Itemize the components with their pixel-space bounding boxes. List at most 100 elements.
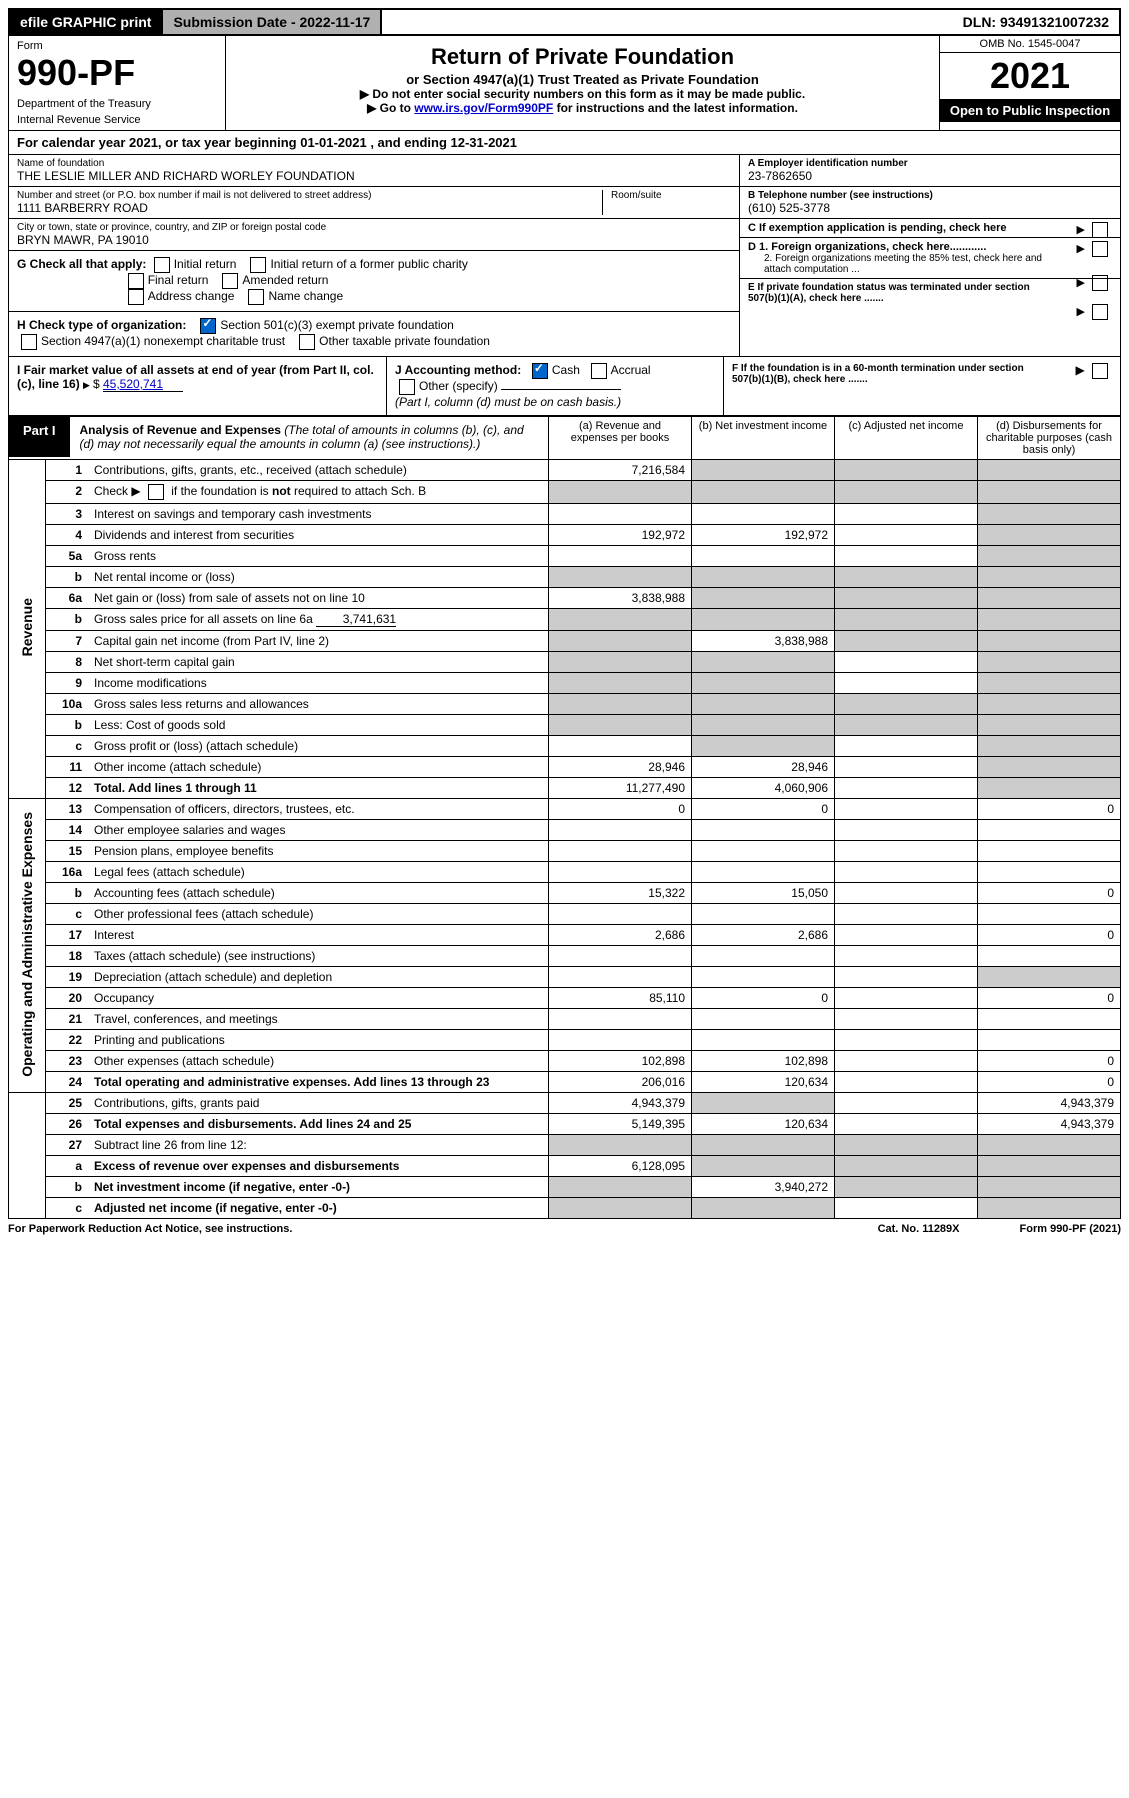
tax-year: 2021	[940, 53, 1120, 99]
side-expenses: Operating and Administrative Expenses	[9, 799, 46, 1093]
line-12-desc: Total. Add lines 1 through 11	[88, 778, 549, 799]
d2-label: 2. Foreign organizations meeting the 85%…	[748, 253, 1044, 275]
checkbox-other-method[interactable]	[399, 379, 415, 395]
line-27b-b: 3,940,272	[692, 1177, 835, 1198]
city-label: City or town, state or province, country…	[17, 222, 731, 233]
checkbox-address-change[interactable]	[128, 289, 144, 305]
part1-title: Analysis of Revenue and Expenses (The to…	[70, 417, 548, 457]
checkbox-amended[interactable]	[222, 273, 238, 289]
line-11-b: 28,946	[692, 757, 835, 778]
checkbox-d2[interactable]	[1092, 275, 1108, 291]
h-opt3: Other taxable private foundation	[319, 334, 490, 348]
section-g: G Check all that apply: Initial return I…	[9, 251, 739, 312]
checkbox-name-change[interactable]	[248, 289, 264, 305]
line-23-no: 23	[46, 1051, 89, 1072]
line-26-no: 26	[46, 1114, 89, 1135]
line-16b-desc: Accounting fees (attach schedule)	[88, 883, 549, 904]
line-14-no: 14	[46, 820, 89, 841]
col-b-header: (b) Net investment income	[692, 417, 835, 460]
line-25-desc: Contributions, gifts, grants paid	[88, 1093, 549, 1114]
checkbox-c[interactable]	[1092, 222, 1108, 238]
open-public: Open to Public Inspection	[940, 99, 1120, 122]
side-revenue: Revenue	[9, 460, 46, 799]
col-d-header: (d) Disbursements for charitable purpose…	[978, 417, 1121, 460]
checkbox-e[interactable]	[1092, 304, 1108, 320]
line-15-desc: Pension plans, employee benefits	[88, 841, 549, 862]
checkbox-schb[interactable]	[148, 484, 164, 500]
footer: For Paperwork Reduction Act Notice, see …	[8, 1219, 1121, 1239]
line-26-b: 120,634	[692, 1114, 835, 1135]
checkbox-4947[interactable]	[21, 334, 37, 350]
g-opt-2: Final return	[148, 273, 209, 287]
line-5b-desc: Net rental income or (loss)	[88, 567, 549, 588]
line-27-no: 27	[46, 1135, 89, 1156]
irs-link[interactable]: www.irs.gov/Form990PF	[414, 101, 553, 115]
j-other: Other (specify)	[419, 379, 498, 393]
line-10c-desc: Gross profit or (loss) (attach schedule)	[88, 736, 549, 757]
line-5a-no: 5a	[46, 546, 89, 567]
submission-date: Submission Date - 2022-11-17	[161, 10, 382, 34]
dept-irs: Internal Revenue Service	[17, 114, 217, 126]
line-6b-desc: Gross sales price for all assets on line…	[88, 609, 549, 631]
h-opt2: Section 4947(a)(1) nonexempt charitable …	[41, 334, 285, 348]
d1-label: D 1. Foreign organizations, check here..…	[748, 241, 986, 253]
line-10a-no: 10a	[46, 694, 89, 715]
line-20-a: 85,110	[549, 988, 692, 1009]
line-9-desc: Income modifications	[88, 673, 549, 694]
form-number: 990-PF	[17, 52, 217, 94]
g-opt-3: Amended return	[242, 273, 328, 287]
line-23-desc: Other expenses (attach schedule)	[88, 1051, 549, 1072]
footer-catno: Cat. No. 11289X	[878, 1223, 960, 1235]
line-23-d: 0	[978, 1051, 1121, 1072]
checkbox-d1[interactable]	[1092, 241, 1108, 257]
checkbox-cash[interactable]	[532, 363, 548, 379]
line-19-no: 19	[46, 967, 89, 988]
checkbox-accrual[interactable]	[591, 363, 607, 379]
note-goto-pre: ▶ Go to	[367, 101, 414, 115]
footer-left: For Paperwork Reduction Act Notice, see …	[8, 1223, 292, 1235]
g-opt-4: Address change	[148, 289, 235, 303]
line-1-desc: Contributions, gifts, grants, etc., rece…	[88, 460, 549, 481]
checkbox-f[interactable]	[1092, 363, 1108, 379]
line-13-desc: Compensation of officers, directors, tru…	[88, 799, 549, 820]
line-11-desc: Other income (attach schedule)	[88, 757, 549, 778]
efile-button[interactable]: efile GRAPHIC print	[10, 10, 161, 34]
line-10b-desc: Less: Cost of goods sold	[88, 715, 549, 736]
calendar-year-row: For calendar year 2021, or tax year begi…	[8, 131, 1121, 155]
line-17-d: 0	[978, 925, 1121, 946]
line-4-a: 192,972	[549, 525, 692, 546]
checkbox-initial-return[interactable]	[154, 257, 170, 273]
line-25-a: 4,943,379	[549, 1093, 692, 1114]
line-4-no: 4	[46, 525, 89, 546]
line-7-desc: Capital gain net income (from Part IV, l…	[88, 631, 549, 652]
foundation-name-label: Name of foundation	[17, 158, 731, 169]
line-22-no: 22	[46, 1030, 89, 1051]
part1-label: Part I	[9, 417, 70, 457]
line-5b-no: b	[46, 567, 89, 588]
tel-value: (610) 525-3778	[748, 201, 1112, 215]
checkbox-501c3[interactable]	[200, 318, 216, 334]
line-17-desc: Interest	[88, 925, 549, 946]
form-label: Form	[17, 40, 217, 52]
checkbox-final-return[interactable]	[128, 273, 144, 289]
line-1-a: 7,216,584	[549, 460, 692, 481]
i-value-link[interactable]: 45,520,741	[103, 377, 183, 392]
line-13-b: 0	[692, 799, 835, 820]
address-value: 1111 BARBERRY ROAD	[17, 201, 594, 215]
checkbox-other-taxable[interactable]	[299, 334, 315, 350]
line-1-no: 1	[46, 460, 89, 481]
checkbox-initial-former[interactable]	[250, 257, 266, 273]
line-8-desc: Net short-term capital gain	[88, 652, 549, 673]
line-27-desc: Subtract line 26 from line 12:	[88, 1135, 549, 1156]
form-header: Form 990-PF Department of the Treasury I…	[8, 36, 1121, 131]
line-12-b: 4,060,906	[692, 778, 835, 799]
line-27a-desc: Excess of revenue over expenses and disb…	[88, 1156, 549, 1177]
j-accrual: Accrual	[611, 363, 651, 377]
col-c-header: (c) Adjusted net income	[835, 417, 978, 460]
line-3-desc: Interest on savings and temporary cash i…	[88, 504, 549, 525]
line-16b-a: 15,322	[549, 883, 692, 904]
line-11-a: 28,946	[549, 757, 692, 778]
line-16b-b: 15,050	[692, 883, 835, 904]
g-label: G Check all that apply:	[17, 257, 146, 271]
line-6a-no: 6a	[46, 588, 89, 609]
